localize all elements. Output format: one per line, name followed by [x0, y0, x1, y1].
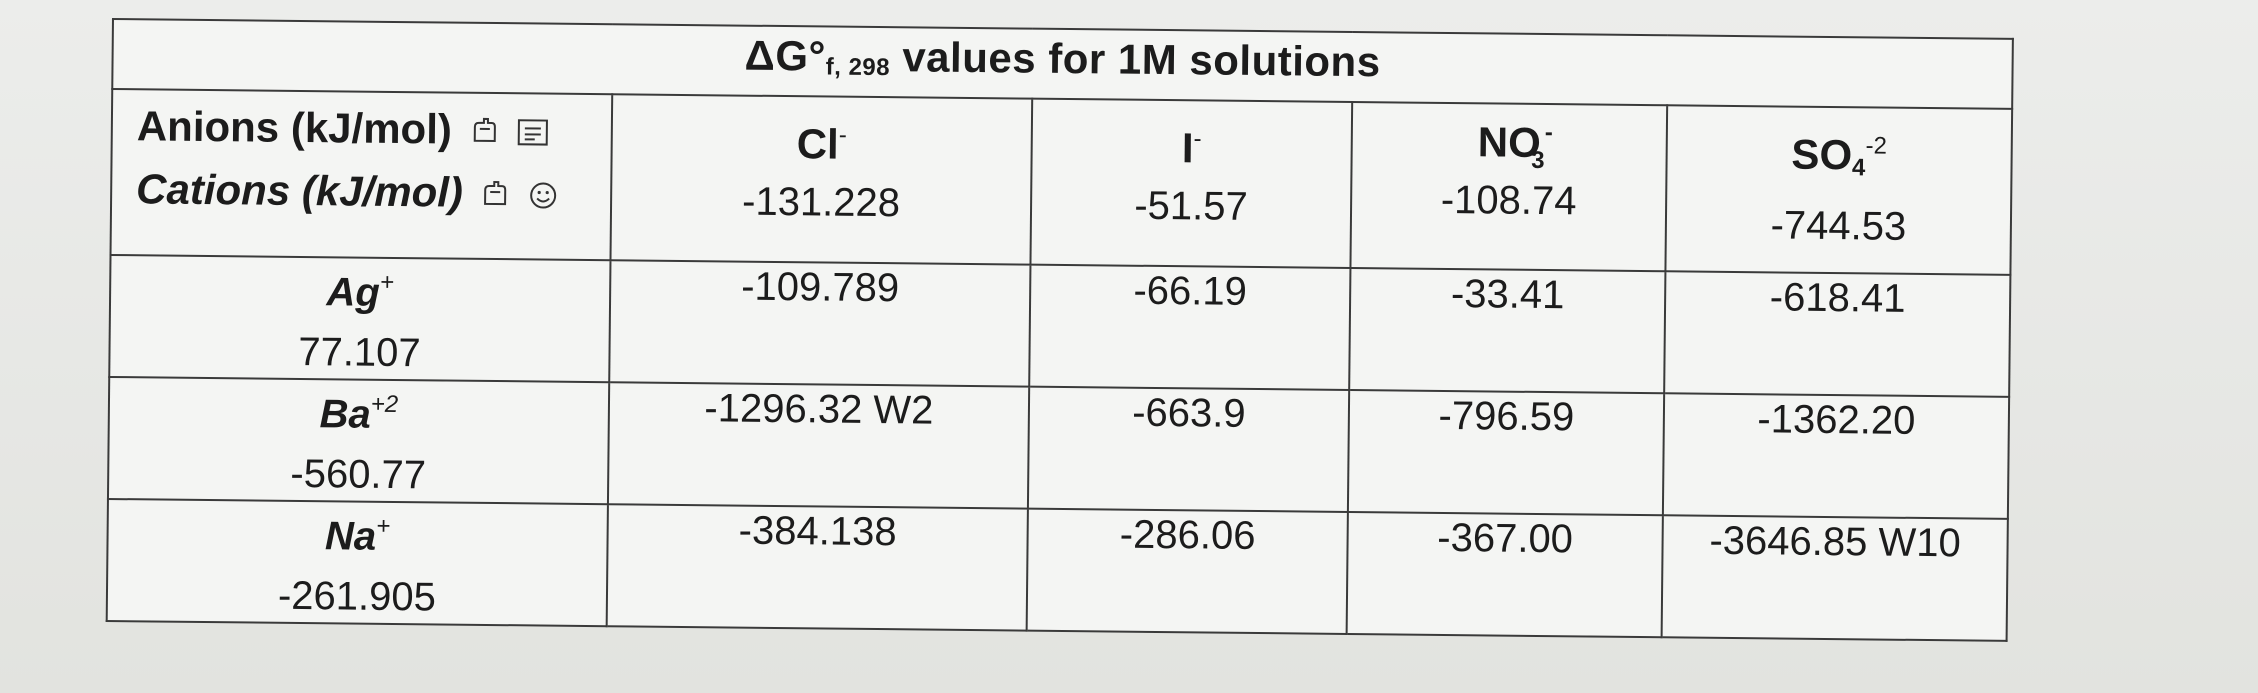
anion-cell-iodide: I- -51.57 — [1030, 98, 1353, 268]
value-cell: -663.9 — [1027, 386, 1350, 512]
notes-icon — [517, 103, 550, 163]
anions-label: Anions (kJ/mol) — [136, 102, 453, 153]
cation-row-silver: Ag+ 77.107 -109.789 -66.19 -33.41 -618.4… — [109, 254, 2011, 397]
value-cell: -384.138 — [606, 504, 1028, 631]
value-cell: -3646.85 W10 — [1661, 515, 2008, 641]
pencil-hand-icon — [480, 166, 511, 226]
value-cell: -796.59 — [1347, 389, 1665, 516]
cation-row-barium: Ba+2 -560.77 -1296.32 W2 -663.9 -796.59 … — [107, 376, 2010, 519]
value-cell: -618.41 — [1664, 271, 2011, 397]
photographed-sheet: ΔG°f, 298 values for 1M solutions Anions… — [105, 18, 2014, 642]
value-cell: -367.00 — [1346, 511, 1663, 638]
value-cell: -1362.20 — [1662, 393, 2010, 519]
cation-cell-barium: Ba+2 -560.77 — [107, 376, 610, 505]
gibbs-energy-table: ΔG°f, 298 values for 1M solutions Anions… — [106, 18, 2014, 642]
anion-cell-nitrate: NO -3 -108.74 — [1350, 101, 1668, 272]
value-cell: -286.06 — [1026, 508, 1348, 634]
anion-cell-sulfate: SO4-2 -744.53 — [1665, 105, 2013, 275]
smiley-icon — [528, 166, 559, 226]
anion-cell-chloride: Cl- -131.228 — [610, 94, 1033, 265]
cation-cell-sodium: Na+ -261.905 — [106, 498, 608, 627]
cation-cell-silver: Ag+ 77.107 — [109, 254, 611, 383]
cation-row-sodium: Na+ -261.905 -384.138 -286.06 -367.00 -3… — [106, 498, 2008, 641]
pencil-hand-icon — [469, 103, 500, 163]
value-cell: -109.789 — [609, 260, 1031, 387]
value-cell: -1296.32 W2 — [607, 382, 1030, 509]
axis-label-cell: Anions (kJ/mol) Cations (kJ/mol) — [110, 89, 613, 261]
anion-header-row: Anions (kJ/mol) Cations (kJ/mol) Cl- — [110, 89, 2013, 275]
value-cell: -66.19 — [1029, 264, 1351, 390]
cations-label: Cations (kJ/mol) — [135, 165, 464, 216]
value-cell: -33.41 — [1349, 267, 1666, 394]
